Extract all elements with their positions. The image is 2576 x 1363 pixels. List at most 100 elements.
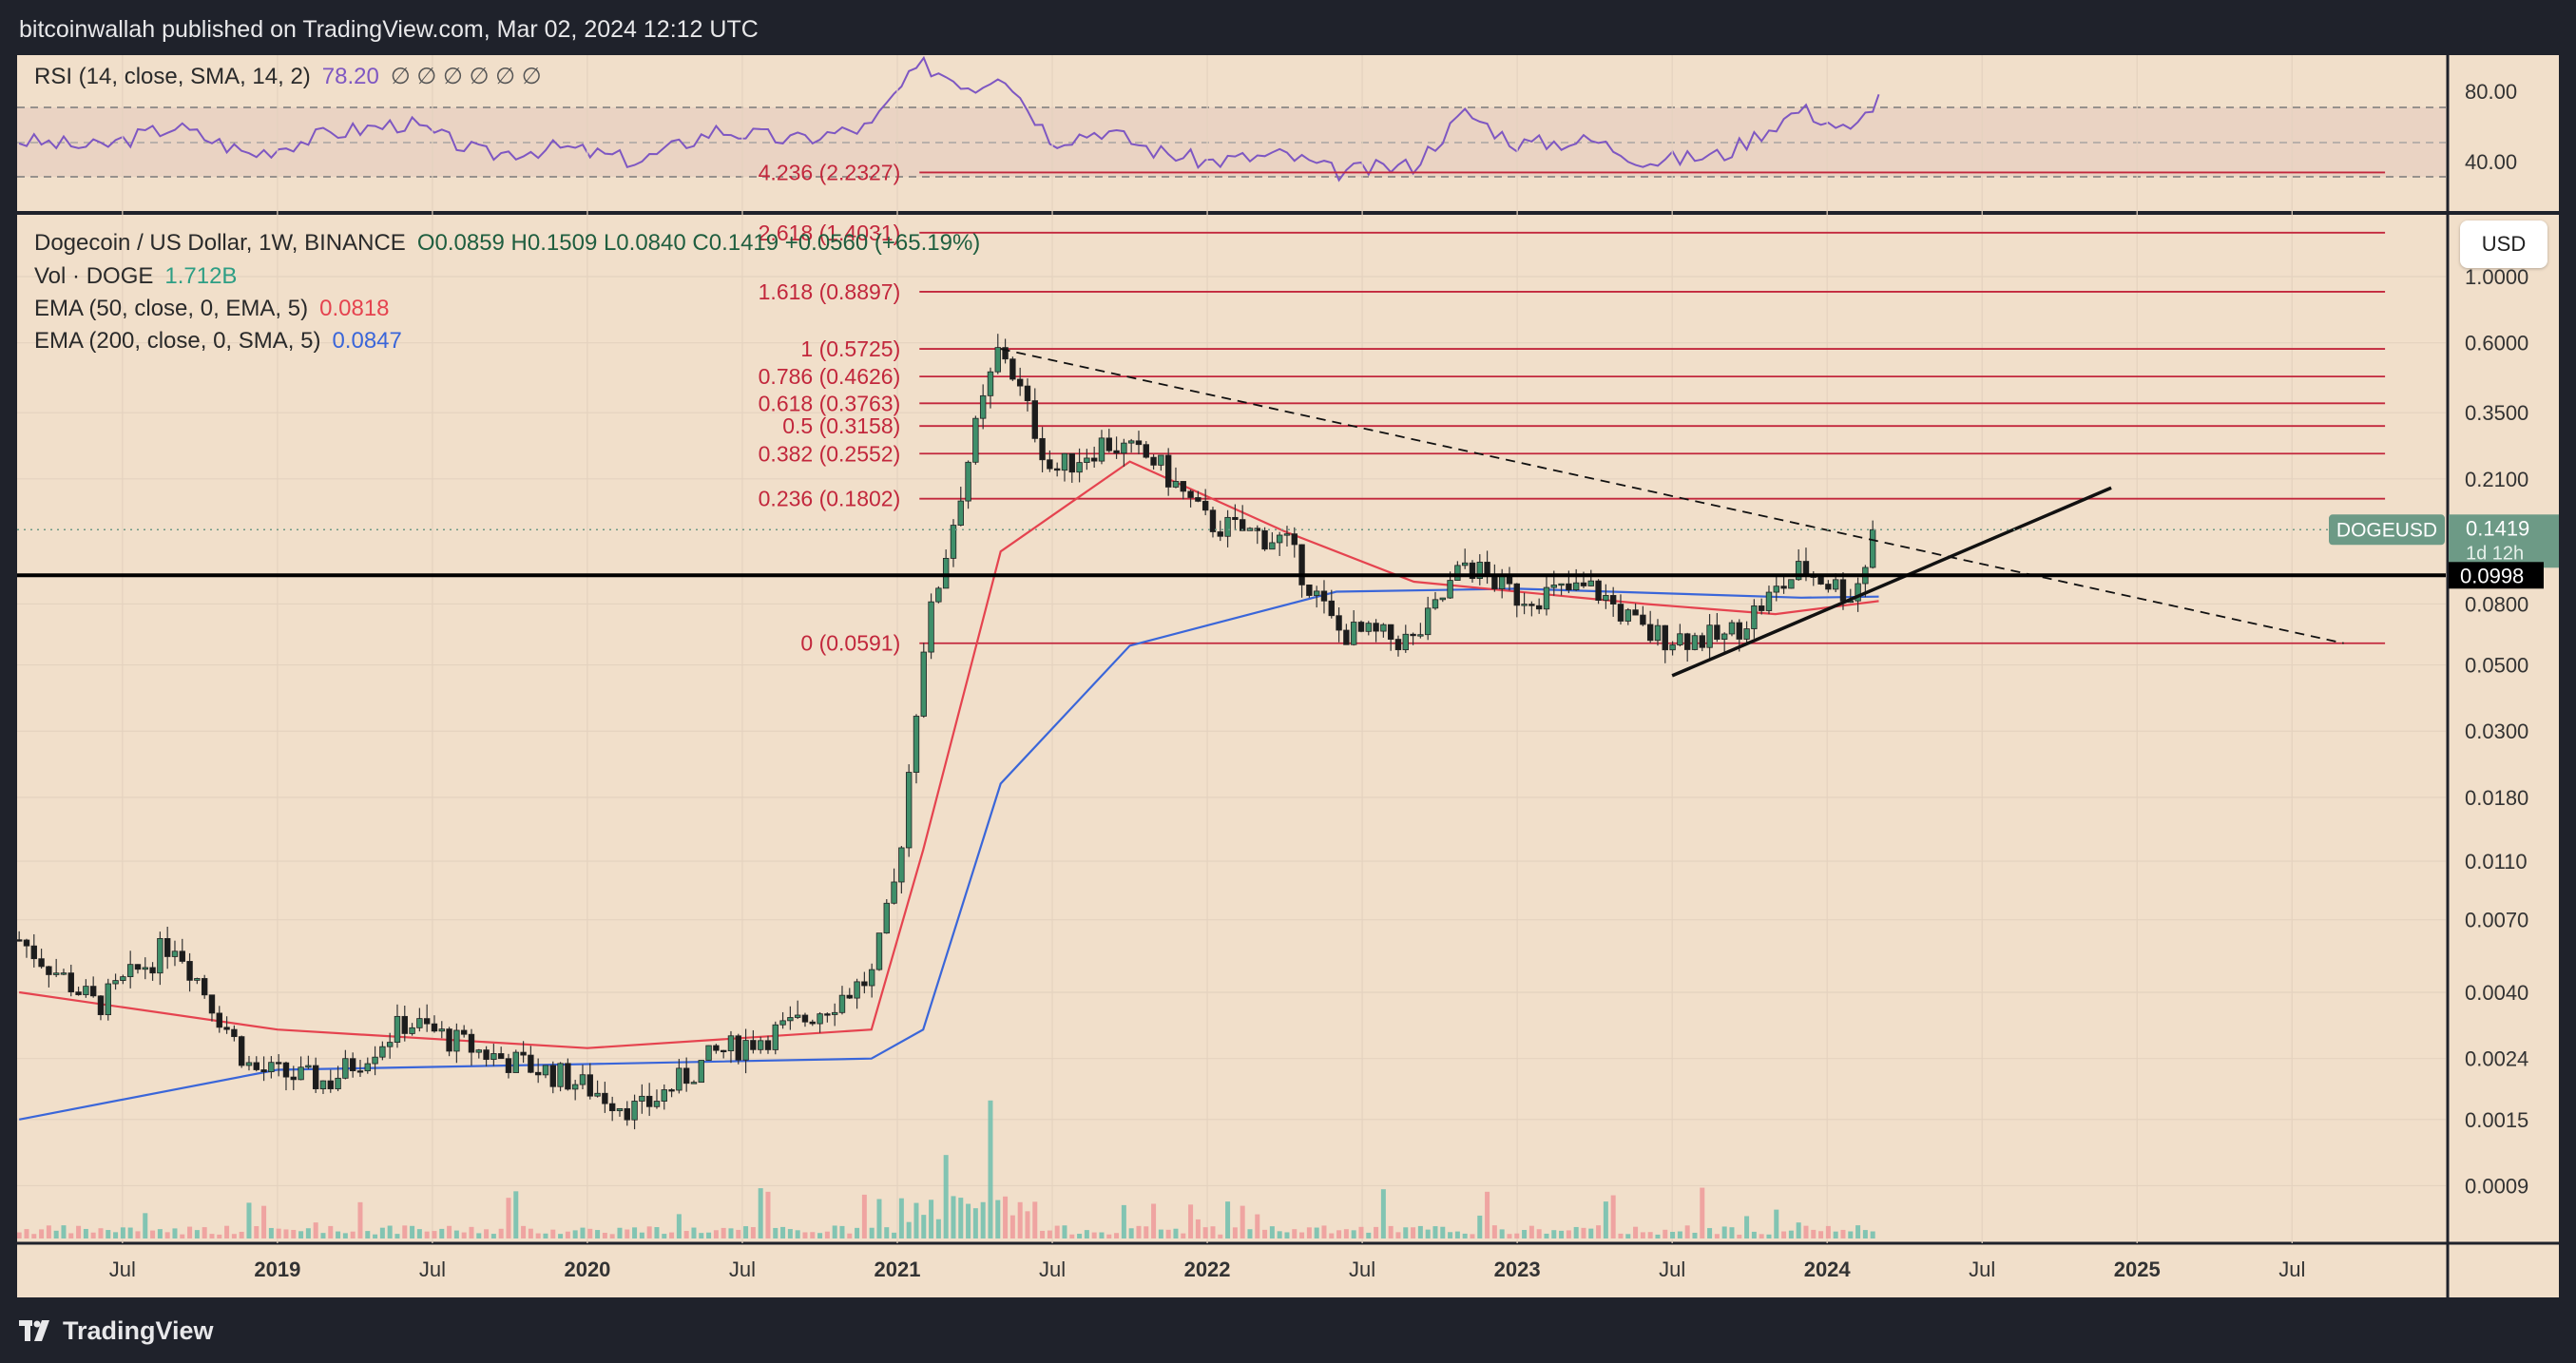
candle-body xyxy=(364,1063,371,1072)
symbol-label: Dogecoin / US Dollar, 1W, BINANCE xyxy=(34,230,406,256)
volume-bar xyxy=(1803,1225,1809,1238)
volume-bar xyxy=(498,1228,504,1238)
volume-bar xyxy=(595,1230,601,1238)
volume-bar xyxy=(617,1227,623,1238)
volume-bar xyxy=(580,1227,586,1238)
volume-bar xyxy=(1499,1229,1505,1238)
candle-body xyxy=(23,939,30,947)
candle-body xyxy=(1640,614,1646,625)
volume-bar xyxy=(906,1221,912,1238)
volume-bar xyxy=(1491,1225,1497,1238)
volume-bar xyxy=(1069,1234,1075,1238)
volume-bar xyxy=(1528,1225,1534,1238)
rsi-value: 78.20 xyxy=(321,64,379,89)
candle-body xyxy=(1580,582,1587,586)
candle-body xyxy=(1609,595,1617,605)
price-tick-label: 0.0024 xyxy=(2465,1047,2528,1071)
candle-body xyxy=(1201,500,1209,511)
volume-bar xyxy=(817,1233,823,1238)
volume-bar xyxy=(676,1214,682,1238)
volume-bar xyxy=(1566,1230,1571,1238)
volume-bar xyxy=(1507,1234,1512,1238)
price-chart-svg[interactable]: 4.236 (2.2327) 2.618 (1.4031) 1.618 (0.889… xyxy=(15,55,2559,1297)
time-axis[interactable]: Jul 2019 Jul 2020 Jul 2021 Jul 2022 Jul 2023 Jul 20… xyxy=(109,1257,2306,1281)
currency-button[interactable]: USD xyxy=(2460,221,2547,268)
ema50-legend: EMA (50, close, 0, EMA, 5) 0.0818 xyxy=(34,296,401,322)
rsi-tick-label: 80.00 xyxy=(2465,80,2517,104)
volume-bar xyxy=(1306,1227,1312,1238)
volume-bar xyxy=(187,1226,193,1238)
volume-bar xyxy=(1870,1231,1875,1238)
volume-bar xyxy=(172,1228,178,1238)
candle-body xyxy=(1039,437,1046,461)
volume-bar xyxy=(1158,1229,1163,1238)
time-tick-label: Jul xyxy=(109,1257,136,1281)
candle-body xyxy=(1677,633,1683,645)
volume-bar xyxy=(1255,1214,1260,1238)
candle-body xyxy=(483,1049,490,1061)
volume-bar xyxy=(1240,1205,1245,1238)
price-axis[interactable]: 1.0000 0.6000 0.3500 0.2100 0.0800 0.0500 0.03… xyxy=(2465,265,2528,1198)
volume-bar xyxy=(765,1191,771,1238)
candle-body xyxy=(787,1017,794,1022)
candle-body xyxy=(1135,440,1143,446)
volume-bar xyxy=(1737,1234,1742,1238)
candle-body xyxy=(1832,579,1839,590)
candle-body xyxy=(594,1092,601,1097)
candle-body xyxy=(15,939,23,942)
time-tick-label: Jul xyxy=(2278,1257,2305,1281)
candle-body xyxy=(1365,623,1372,632)
volume-bar xyxy=(313,1222,318,1238)
publish-info: bitcoinwallah published on TradingView.c… xyxy=(19,16,759,43)
volume-bar xyxy=(861,1194,867,1238)
volume-bar xyxy=(1663,1229,1668,1238)
candle-body xyxy=(957,500,964,526)
volume-bar xyxy=(1091,1232,1097,1238)
candle-body xyxy=(1031,400,1038,439)
candle-body xyxy=(528,1054,534,1073)
candle-body xyxy=(875,932,883,970)
candle-body xyxy=(1417,634,1424,637)
candle-body xyxy=(846,994,853,999)
price-tick-label: 0.6000 xyxy=(2465,332,2528,355)
volume-bar xyxy=(528,1228,533,1238)
candle-body xyxy=(1016,378,1024,387)
candle-body xyxy=(1699,635,1705,648)
volume-bar xyxy=(1559,1230,1565,1238)
volume-bar xyxy=(1454,1231,1460,1238)
trendlines xyxy=(1000,348,2344,678)
volume-bar xyxy=(1514,1233,1520,1238)
volume-bar xyxy=(935,1219,941,1238)
volume-bar xyxy=(424,1231,430,1238)
candle-body xyxy=(1535,605,1543,610)
chart-area[interactable]: 4.236 (2.2327) 2.618 (1.4031) 1.618 (0.889… xyxy=(15,55,2559,1297)
volume-bar xyxy=(1173,1228,1179,1238)
volume-bar xyxy=(39,1229,45,1238)
volume-bar xyxy=(535,1233,541,1238)
candle-body xyxy=(1298,544,1305,586)
candle-body xyxy=(1869,528,1876,568)
candle-body xyxy=(602,1092,608,1104)
candle-body xyxy=(824,1013,831,1016)
candle-body xyxy=(438,1028,445,1032)
candle-body xyxy=(1484,562,1490,575)
volume-legend: Vol · DOGE 1.712B xyxy=(34,263,248,290)
candle-body xyxy=(1291,533,1298,546)
candle-body xyxy=(742,1040,749,1061)
candle-body xyxy=(468,1033,475,1053)
time-tick-label: Jul xyxy=(1659,1257,1685,1281)
candle-body xyxy=(838,994,846,1013)
candle-body xyxy=(231,1028,238,1038)
candle-body xyxy=(1180,481,1186,492)
volume-bar xyxy=(1225,1201,1231,1238)
volume-bar xyxy=(669,1232,675,1238)
volume-bar xyxy=(966,1203,971,1238)
footer-brand[interactable]: TradingView xyxy=(19,1312,214,1350)
price-tick-label: 0.0040 xyxy=(2465,981,2528,1005)
volume-bar xyxy=(1032,1201,1038,1238)
volume-bar xyxy=(439,1228,445,1238)
volume-bar xyxy=(1388,1225,1394,1238)
candle-body xyxy=(661,1089,667,1102)
time-tick-label: 2023 xyxy=(1494,1257,1541,1281)
volume-bar xyxy=(1351,1230,1356,1238)
